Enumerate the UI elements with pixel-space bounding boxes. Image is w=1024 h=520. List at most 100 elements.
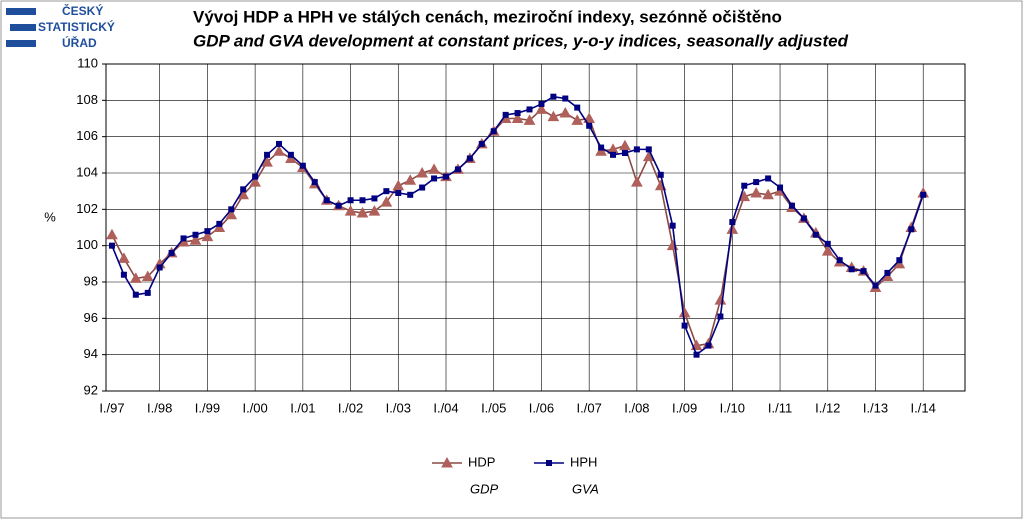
marker-triangle	[201, 230, 214, 242]
marker-square	[800, 215, 807, 222]
marker-square	[860, 268, 867, 275]
marker-square	[180, 235, 187, 242]
marker-triangle	[441, 456, 453, 468]
marker-triangle	[225, 208, 238, 220]
x-tick-label: I./08	[624, 400, 649, 415]
marker-square	[359, 197, 366, 204]
marker-square	[240, 186, 247, 193]
marker-square	[311, 179, 318, 186]
marker-triangle	[416, 166, 428, 178]
marker-square	[228, 206, 235, 213]
marker-square	[621, 150, 628, 157]
marker-square	[299, 162, 306, 169]
y-tick-label: 92	[84, 382, 98, 397]
legend-label: HDP	[468, 454, 495, 469]
marker-square	[872, 282, 879, 289]
logo-text: ÚŘAD	[62, 35, 97, 50]
x-tick-label: I./12	[815, 400, 840, 415]
marker-triangle	[595, 145, 607, 156]
marker-square	[788, 202, 795, 209]
marker-square	[729, 219, 736, 226]
x-tick-label: I./05	[481, 400, 506, 415]
x-tick-label: I./10	[720, 400, 745, 415]
marker-square	[335, 202, 342, 209]
y-axis-label: %	[44, 209, 56, 224]
marker-square	[812, 231, 819, 238]
marker-triangle	[535, 103, 548, 114]
legend-item: HPH GVA	[534, 454, 599, 496]
marker-square	[490, 128, 497, 135]
legend-label-en: GDP	[470, 481, 499, 496]
marker-square	[669, 222, 676, 229]
series	[108, 93, 927, 358]
marker-square	[610, 151, 617, 158]
marker-square	[657, 171, 664, 178]
x-tick-label: I./01	[290, 400, 315, 415]
y-tick-label: 94	[84, 346, 98, 361]
marker-triangle	[726, 223, 739, 234]
plot-area	[105, 63, 966, 392]
marker-square	[753, 179, 760, 186]
logo-text: ČESKÝ	[62, 3, 103, 18]
marker-square	[514, 110, 521, 117]
x-tick-label: I./99	[195, 400, 220, 415]
marker-triangle	[106, 228, 118, 240]
marker-square	[454, 166, 461, 173]
logo-text: STATISTICKÝ	[38, 19, 115, 34]
y-tick-label: 102	[76, 201, 98, 216]
marker-square	[407, 191, 414, 198]
marker-square	[371, 195, 378, 202]
marker-triangle	[750, 186, 763, 198]
chart-title: Vývoj HDP a HPH ve stálých cenách, mezir…	[193, 7, 782, 26]
marker-triangle	[631, 176, 643, 187]
marker-square	[526, 106, 533, 113]
marker-square	[574, 104, 581, 111]
marker-square	[443, 173, 450, 180]
marker-triangle	[118, 252, 130, 263]
marker-square	[586, 122, 593, 129]
marker-square	[633, 146, 640, 153]
marker-triangle	[523, 114, 536, 125]
marker-square	[538, 100, 545, 107]
marker-triangle	[273, 145, 285, 156]
marker-square	[252, 173, 259, 180]
marker-square	[156, 264, 163, 271]
marker-square	[598, 144, 605, 151]
marker-square	[693, 351, 700, 358]
marker-square	[920, 191, 927, 198]
marker-square	[216, 220, 223, 227]
marker-square	[836, 257, 843, 264]
marker-square	[478, 140, 485, 147]
marker-triangle	[344, 205, 357, 216]
marker-triangle	[428, 163, 440, 174]
y-tick-label: 96	[84, 310, 98, 325]
y-tick-label: 98	[84, 273, 98, 288]
legend-label: HPH	[570, 454, 597, 469]
logo-bar	[10, 24, 36, 31]
marker-triangle	[511, 112, 524, 123]
marker-square	[192, 231, 199, 238]
marker-square	[908, 226, 915, 233]
x-tick-label: I./14	[911, 400, 936, 415]
y-tick-label: 110	[77, 55, 98, 70]
x-tick-label: I./04	[433, 400, 458, 415]
marker-square	[848, 266, 855, 273]
marker-triangle	[368, 205, 381, 216]
marker-square	[120, 271, 127, 278]
marker-triangle	[129, 272, 142, 283]
x-tick-label: I./00	[242, 400, 267, 415]
marker-triangle	[249, 176, 261, 187]
legend-label-en: GVA	[572, 481, 599, 496]
marker-triangle	[392, 179, 405, 191]
marker-square	[264, 151, 271, 158]
marker-square	[383, 188, 390, 195]
x-tick-label: I./06	[529, 400, 554, 415]
marker-square	[144, 289, 151, 296]
marker-triangle	[559, 107, 572, 118]
y-tick-label: 100	[76, 237, 98, 252]
marker-square	[645, 146, 652, 153]
x-tick-label: I./09	[672, 400, 697, 415]
marker-square	[717, 313, 724, 320]
marker-triangle	[738, 190, 751, 202]
x-tick-label: I./11	[768, 400, 792, 415]
